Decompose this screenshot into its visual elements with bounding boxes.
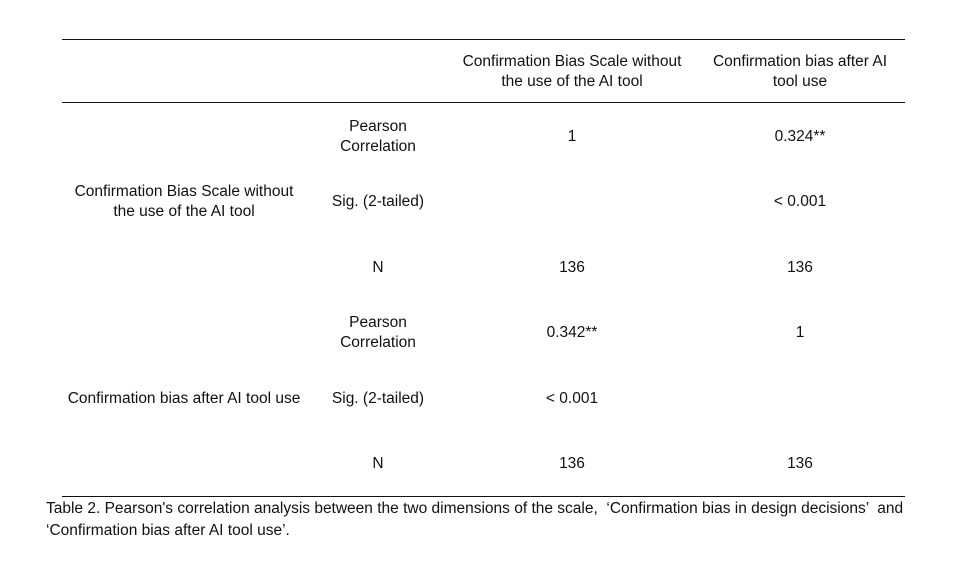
column-header: Confirmation Bias Scale without the use … [462, 53, 682, 90]
bottom-rule [62, 496, 905, 497]
table-cell: 136 [559, 455, 585, 472]
stat-label: N [372, 258, 384, 276]
row-group-label: Confirmation Bias Scale without the use … [74, 183, 294, 221]
stat-label: Pearson Correlation [340, 118, 416, 155]
stat-label: Pearson Correlation [340, 314, 416, 352]
stat-label: N [372, 455, 384, 472]
row-group-label: Confirmation bias after AI tool use [67, 389, 301, 407]
table-cell: 0.342** [546, 324, 598, 342]
table-cell: 136 [787, 258, 813, 276]
stat-label: Sig. (2-tailed) [331, 389, 425, 407]
table-cell: 0.324** [774, 128, 826, 145]
table-cell: 1 [567, 128, 577, 145]
table-cell: 136 [787, 455, 813, 472]
table-cell: 1 [795, 324, 805, 342]
stat-label: Sig. (2-tailed) [331, 193, 425, 211]
top-rule [62, 39, 905, 40]
table-cell: < 0.001 [545, 389, 599, 407]
caption: Table 2. Pearson's correlation analysis … [46, 500, 912, 539]
column-header: Confirmation bias after AI tool use [712, 53, 888, 90]
table-cell: < 0.001 [773, 193, 827, 211]
table-cell: 136 [559, 258, 585, 276]
header-rule [62, 102, 905, 103]
